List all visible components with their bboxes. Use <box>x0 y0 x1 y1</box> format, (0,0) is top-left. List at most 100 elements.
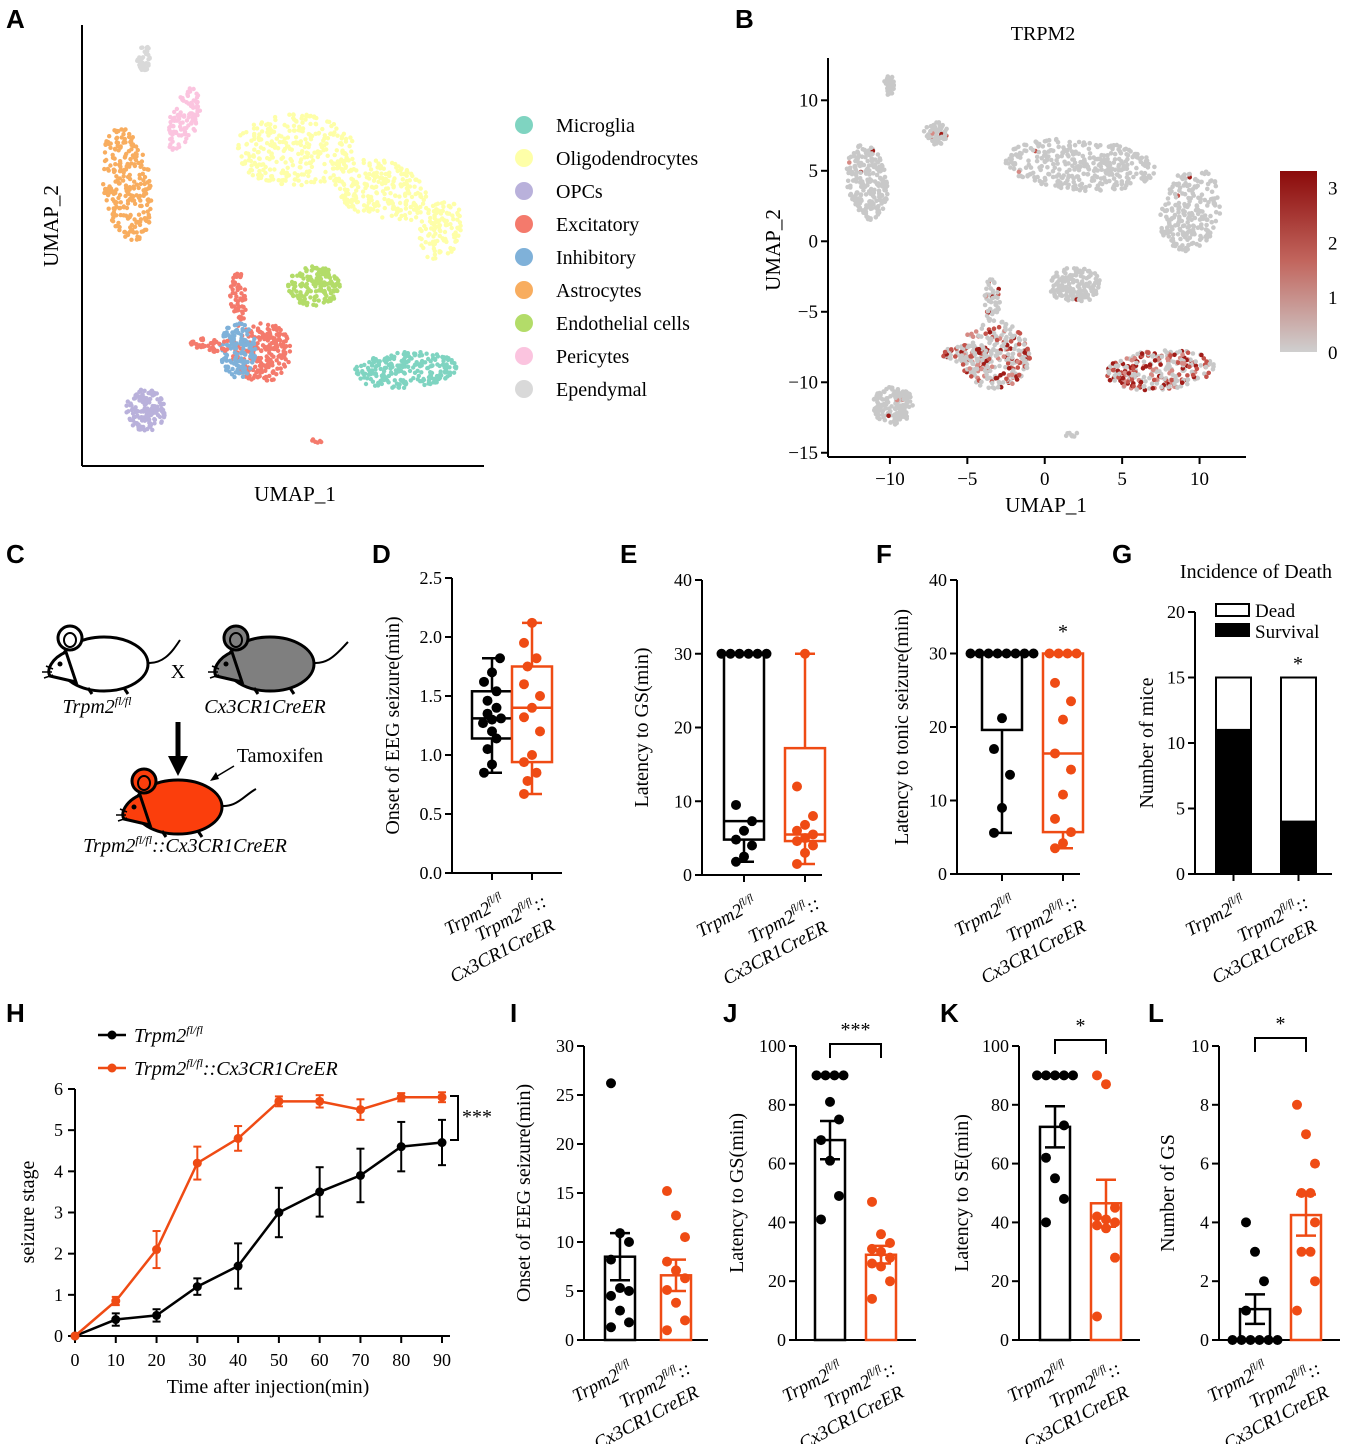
cell-pericytes <box>171 146 176 151</box>
expression-cell <box>1016 372 1022 378</box>
data-point <box>725 648 736 659</box>
expression-cell <box>1125 153 1131 158</box>
cell-astrocytes <box>142 166 147 172</box>
cell-oligodendrocytes <box>352 197 357 203</box>
cell-oligodendrocytes <box>435 238 440 244</box>
cell-oligodendrocytes <box>252 133 257 138</box>
data-point <box>1058 838 1068 849</box>
y-tick-label: 10 <box>674 791 692 811</box>
cell-astrocytes <box>127 172 132 178</box>
data-point <box>522 775 533 786</box>
expression-cell <box>858 170 863 175</box>
cell-microglia <box>428 381 433 387</box>
expression-cell <box>1192 177 1198 182</box>
expression-cell <box>1112 151 1118 157</box>
expression-cell <box>878 169 883 174</box>
x-tick-label: 30 <box>188 1350 206 1370</box>
expression-cell <box>886 406 892 412</box>
cell-astrocytes <box>118 164 123 169</box>
expression-cell <box>1217 211 1223 216</box>
data-point <box>1053 648 1064 659</box>
y-tick-label: 0.0 <box>420 863 443 883</box>
cell-pericytes <box>186 123 191 128</box>
label-suffix: :: <box>1103 1358 1124 1382</box>
offspring-label: Trpm2fl/fl::Cx3CR1CreER <box>83 833 287 857</box>
cell-oligodendrocytes <box>428 215 433 221</box>
cell-oligodendrocytes <box>364 183 370 188</box>
expression-cell <box>1067 139 1072 145</box>
expression-cell <box>985 335 990 341</box>
cell-astrocytes <box>104 157 109 163</box>
expression-cell <box>1032 178 1038 183</box>
cell-excitatory <box>249 377 254 382</box>
cell-oligodendrocytes <box>309 154 314 159</box>
cell-pericytes <box>169 136 174 141</box>
cell-excitatory <box>257 374 262 379</box>
expression-cell <box>980 322 986 328</box>
expression-cell <box>1211 225 1216 230</box>
expression-cell <box>1076 139 1082 145</box>
expression-cell <box>1039 155 1044 161</box>
cell-microglia <box>443 376 448 381</box>
data-point <box>731 799 741 810</box>
expression-cell <box>890 387 895 392</box>
data-point <box>531 653 542 664</box>
data-point <box>624 1237 634 1247</box>
cell-oligodendrocytes <box>259 120 265 125</box>
cell-oligodendrocytes <box>398 208 403 213</box>
cell-oligodendrocytes <box>437 250 442 255</box>
cell-pericytes <box>172 109 177 115</box>
cell-inhibitory <box>239 336 244 341</box>
expression-cell <box>868 145 874 151</box>
data-point <box>1058 714 1068 725</box>
expression-cell <box>1071 184 1076 190</box>
expression-cell <box>1182 204 1188 209</box>
data-point <box>274 1208 284 1217</box>
legend-label: Oligodendrocytes <box>556 148 698 170</box>
y-tick-label: 0.5 <box>420 804 443 824</box>
expression-cell <box>1110 146 1115 152</box>
expression-cell <box>1064 169 1070 175</box>
cell-endothelial-cells <box>289 273 295 279</box>
expression-cell <box>1187 199 1192 204</box>
cell-inhibitory <box>230 366 235 372</box>
y-tick-label: 15 <box>1167 668 1185 688</box>
y-axis-label: Number of GS <box>1157 1134 1179 1252</box>
cell-astrocytes <box>140 152 145 157</box>
label-main: Trpm2 <box>134 1058 186 1080</box>
cell-oligodendrocytes <box>274 136 279 141</box>
expression-cell <box>1159 374 1164 379</box>
cell-oligodendrocytes <box>324 147 329 152</box>
expression-cell <box>1096 285 1101 290</box>
cell-microglia <box>411 365 416 370</box>
cell-excitatory <box>252 373 257 378</box>
expression-cell <box>1089 178 1095 183</box>
expression-cell <box>1112 167 1118 173</box>
cell-oligodendrocytes <box>363 171 368 176</box>
panel-letter-f: F <box>876 539 892 569</box>
expression-cell <box>1080 153 1086 159</box>
expression-cell <box>1189 188 1194 193</box>
expression-cell <box>1061 173 1066 178</box>
cell-astrocytes <box>128 225 133 230</box>
data-point <box>437 1092 447 1102</box>
expression-cell <box>996 324 1002 330</box>
expression-cell <box>1172 212 1178 218</box>
significance-bracket <box>450 1095 459 1141</box>
cell-opcs <box>134 408 139 413</box>
legend-label: Endothelial cells <box>556 313 690 335</box>
cell-microglia <box>368 376 373 382</box>
expression-cell <box>1006 366 1012 371</box>
expression-cell <box>991 318 997 324</box>
cell-oligodendrocytes <box>407 184 413 189</box>
cell-microglia <box>421 377 427 383</box>
cell-oligodendrocytes <box>373 158 379 163</box>
cell-oligodendrocytes <box>256 149 261 155</box>
cell-opcs <box>142 388 147 393</box>
data-point <box>752 648 763 659</box>
cell-inhibitory <box>237 370 243 376</box>
cell-opcs <box>148 422 154 427</box>
expression-cell <box>900 408 905 413</box>
cell-oligodendrocytes <box>376 179 381 184</box>
cell-oligodendrocytes <box>325 153 330 158</box>
